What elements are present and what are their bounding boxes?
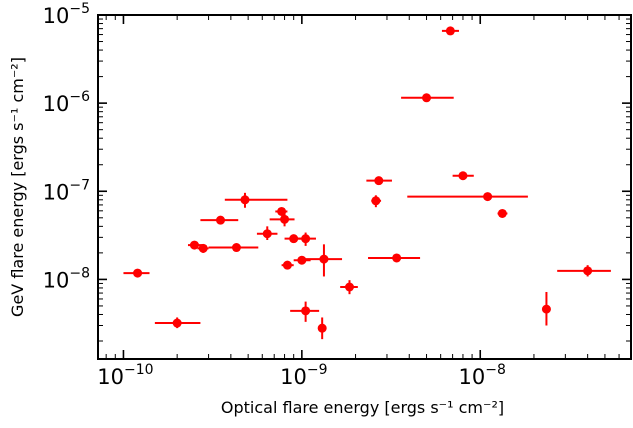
data-marks-layer [123,26,611,340]
data-point [445,26,455,36]
data-point [297,255,307,265]
x-tick-label: 10−8 [459,362,506,389]
ticks-layer: 10−10 10−9 10−8 10−8 10−7 10−6 10−5 [43,1,632,389]
data-point [240,195,250,205]
data-point [374,176,384,186]
y-axis-label: GeV flare energy [ergs s⁻¹ cm⁻²] [8,57,27,317]
y-tick-label: 10−7 [43,177,90,204]
data-point [280,214,290,224]
data-point [189,240,199,250]
y-tick-label: 10−8 [43,265,90,292]
data-point [198,243,208,253]
data-point [422,93,432,103]
plot-frame [97,14,632,360]
x-tick-label: 10−10 [97,362,153,389]
data-point [301,306,311,316]
data-point [583,266,593,276]
data-point [172,318,182,328]
y-tick-label: 10−6 [43,89,90,116]
data-point [301,234,311,244]
data-point [483,192,493,202]
data-point [317,323,327,333]
y-tick-label: 10−5 [43,1,90,28]
data-point [371,196,381,206]
data-point [319,254,329,264]
data-point [216,215,226,225]
data-point [458,171,468,181]
data-point [262,229,272,239]
x-tick-label: 10−9 [280,362,327,389]
x-axis-label: Optical flare energy [ergs s⁻¹ cm⁻²] [221,398,504,417]
data-point [231,243,241,253]
data-point [133,268,143,278]
data-point [345,282,355,292]
data-point [541,304,551,314]
data-point [392,253,402,263]
data-point [282,260,292,270]
data-point [289,234,299,244]
data-point [497,208,507,218]
